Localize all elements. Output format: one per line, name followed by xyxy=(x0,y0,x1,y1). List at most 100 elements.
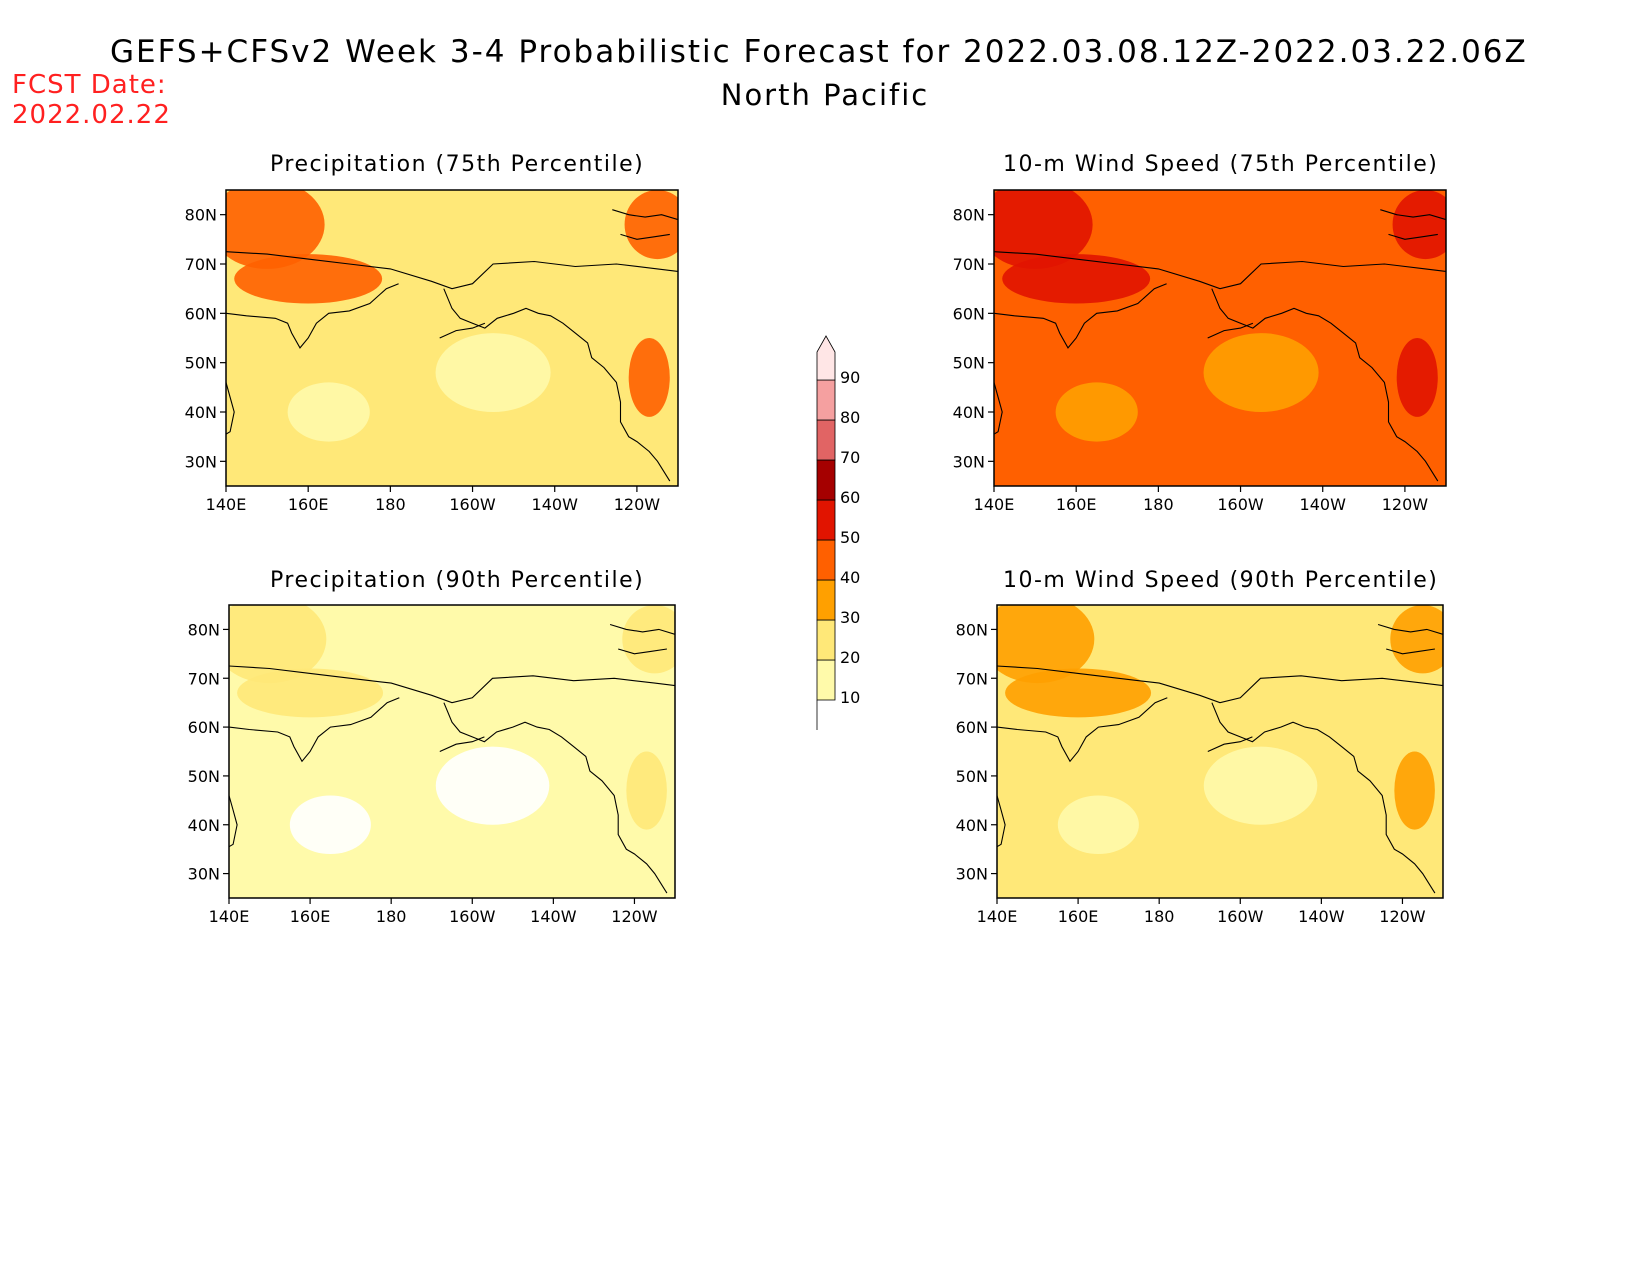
shading-blob xyxy=(626,751,667,830)
lon-label: 120W xyxy=(1382,495,1429,514)
lon-label: 120W xyxy=(1379,907,1426,926)
field-shading xyxy=(997,605,1443,855)
lat-label: 50N xyxy=(956,767,988,786)
lon-label: 140E xyxy=(206,495,247,514)
shading-blob xyxy=(435,333,551,412)
main-title: GEFS+CFSv2 Week 3-4 Probabilistic Foreca… xyxy=(110,34,1528,70)
colorbar-label: 80 xyxy=(840,408,860,427)
shading-blob xyxy=(622,605,675,674)
forecast-date-label: FCST Date: xyxy=(12,70,167,100)
lat-label: 70N xyxy=(956,669,988,688)
lon-label: 120W xyxy=(614,495,661,514)
shading-blob xyxy=(237,668,384,718)
panel-title-wind-75: 10-m Wind Speed (75th Percentile) xyxy=(1003,152,1439,177)
panel-title-wind-90: 10-m Wind Speed (90th Percentile) xyxy=(1003,568,1439,593)
coastline xyxy=(997,665,1443,704)
lat-label: 50N xyxy=(953,354,985,373)
coastline xyxy=(229,697,400,763)
coastline xyxy=(609,623,675,635)
lat-label: 80N xyxy=(188,620,220,639)
coastline xyxy=(994,251,1446,290)
region-subtitle: North Pacific xyxy=(720,78,930,112)
coastline xyxy=(1207,736,1253,753)
shading-blob xyxy=(226,190,325,269)
panel-title-precip-90: Precipitation (90th Percentile) xyxy=(270,568,645,593)
lat-label: 40N xyxy=(956,816,988,835)
shading-blob xyxy=(435,746,550,825)
coastline xyxy=(229,795,238,848)
shading-blob xyxy=(1394,751,1435,830)
shading-blob xyxy=(1203,333,1319,412)
lon-label: 160E xyxy=(1058,907,1099,926)
coastline xyxy=(226,251,678,290)
coastline xyxy=(443,288,671,482)
shading-blob xyxy=(1203,746,1318,825)
lon-label: 160E xyxy=(290,907,331,926)
lon-label: 180 xyxy=(1144,907,1175,926)
colorbar-segment xyxy=(816,335,836,381)
lon-label: 160E xyxy=(288,495,329,514)
coastline xyxy=(439,322,486,339)
lat-label: 40N xyxy=(953,403,985,422)
lat-label: 50N xyxy=(188,767,220,786)
coastline xyxy=(994,382,1003,435)
lon-label: 140W xyxy=(1300,495,1347,514)
lat-label: 80N xyxy=(953,206,985,225)
lon-label: 180 xyxy=(1143,495,1174,514)
lat-label: 30N xyxy=(185,452,217,471)
coastline xyxy=(226,382,235,435)
lat-label: 70N xyxy=(188,669,220,688)
map-frame xyxy=(228,604,676,899)
lat-label: 40N xyxy=(185,403,217,422)
lon-label: 120W xyxy=(611,907,658,926)
shading-blob xyxy=(229,605,327,684)
coastline xyxy=(994,283,1167,349)
coastline xyxy=(612,209,678,221)
coastline xyxy=(1388,233,1438,240)
lon-label: 140E xyxy=(209,907,250,926)
lon-label: 160E xyxy=(1056,495,1097,514)
map-panels: 80N 70N 60N 50N 40N 30N 140E 160E 180 160W 140W 120… xyxy=(185,189,1447,926)
map-panel-3: 80N 70N 60N 50N 40N 30N 140E 160E 180 160W 140W 120… xyxy=(956,604,1444,926)
lon-label: 140E xyxy=(974,495,1015,514)
shading-blob xyxy=(1390,605,1443,674)
lat-label: 60N xyxy=(956,718,988,737)
colorbar-label: 50 xyxy=(840,528,860,547)
coastlines xyxy=(229,623,675,894)
coastline xyxy=(443,702,668,894)
shading-blob xyxy=(624,190,678,260)
shading-blob xyxy=(1005,668,1152,718)
lon-label: 140E xyxy=(977,907,1018,926)
shading-blob xyxy=(1392,190,1446,260)
colorbar-label: 20 xyxy=(840,648,860,667)
coastline xyxy=(1386,648,1435,655)
shading-blob xyxy=(1057,795,1139,855)
colorbar-label: 40 xyxy=(840,568,860,587)
coastline xyxy=(1377,623,1443,635)
shading-blob xyxy=(287,382,370,442)
lat-label: 40N xyxy=(188,816,220,835)
shading-blob xyxy=(289,795,371,855)
colorbar-segment xyxy=(816,499,836,541)
lon-label: 160W xyxy=(449,907,496,926)
lon-label: 180 xyxy=(375,495,406,514)
lon-label: 140W xyxy=(530,907,577,926)
lat-label: 60N xyxy=(185,304,217,323)
colorbar-label: 90 xyxy=(840,368,860,387)
lat-label: 70N xyxy=(185,255,217,274)
lon-label: 160W xyxy=(1217,495,1264,514)
colorbar-segment xyxy=(816,619,836,661)
map-frame xyxy=(225,189,679,487)
lat-label: 30N xyxy=(953,452,985,471)
colorbar-label: 60 xyxy=(840,488,860,507)
coastline xyxy=(1211,288,1439,482)
map-panel-1: 80N 70N 60N 50N 40N 30N 140E 160E 180 160W 140W 120… xyxy=(953,189,1447,514)
coastline xyxy=(1380,209,1446,221)
lat-label: 80N xyxy=(956,620,988,639)
shading-blob xyxy=(994,190,1093,269)
lat-label: 80N xyxy=(185,206,217,225)
coastline xyxy=(618,648,667,655)
field-shading xyxy=(994,190,1446,442)
coastline xyxy=(1207,322,1254,339)
